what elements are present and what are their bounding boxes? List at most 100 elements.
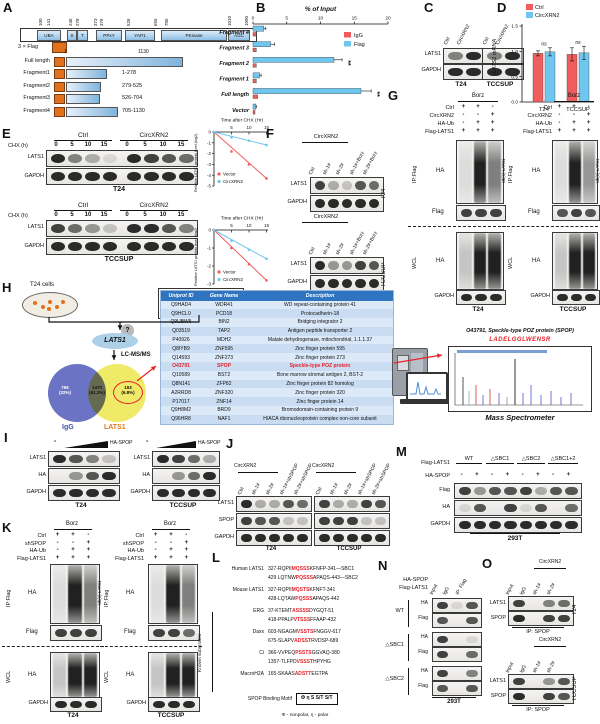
blot-band — [519, 503, 532, 513]
table-cell: Q8N141 — [171, 381, 191, 388]
condition-values: + + - — [148, 532, 194, 539]
cell-line-overline — [432, 697, 476, 698]
blot-row-label: HA — [126, 672, 135, 678]
blot-SPOP — [314, 513, 390, 529]
blot-band — [179, 172, 194, 181]
blot-band — [240, 533, 252, 543]
cell-line-label: T24 — [265, 546, 277, 552]
blot-band — [67, 242, 83, 251]
blot-band — [374, 516, 386, 526]
table-row: Q14593 ZNF273 Zinc finger protein 273 — [161, 353, 393, 363]
blot-band — [550, 520, 563, 530]
condition-values: - + + — [552, 120, 596, 127]
blot-band — [85, 154, 100, 163]
blot-band — [465, 601, 478, 610]
condition-value: - — [558, 112, 561, 118]
table-cell: ZNF320 — [214, 389, 234, 396]
condition-value: + — [86, 547, 91, 553]
blot-band — [54, 700, 67, 709]
sequence-line: 418-PPALPVTSSSFFAAP-432 — [268, 617, 337, 623]
ub-lats1-label: Ub(n)-LATS1 — [595, 158, 600, 184]
table-cell: ZNF14 — [216, 398, 232, 405]
smear-lane — [569, 233, 581, 289]
ip-spop-label: IP: SPOP — [526, 707, 550, 713]
blot-band — [52, 488, 66, 498]
blot-LATS1 — [310, 177, 384, 194]
blot-band — [183, 628, 196, 638]
table-row: P40926 MDH2 Malate dehydrogenase, mitochon… — [161, 335, 393, 345]
table-cell: O43791 — [172, 363, 190, 370]
ha-spop-label: HA-SPOP — [198, 440, 221, 446]
condition-value: - — [56, 547, 59, 553]
blot-band — [374, 499, 386, 509]
blot-HA — [432, 598, 482, 613]
svg-text:Fragment 3: Fragment 3 — [219, 45, 249, 51]
condition-value: + — [169, 554, 173, 561]
condition-values: - + + — [456, 120, 500, 127]
blot-LATS1 — [46, 150, 198, 167]
flag-tag-label: 3 × Flag — [18, 44, 39, 50]
borz-overline — [458, 101, 498, 102]
blot-band — [465, 669, 478, 678]
condition-value: + — [86, 554, 91, 561]
blot-LATS1 — [314, 496, 390, 512]
blot-band — [187, 488, 200, 498]
venn-count: 1470 (61.2%) — [86, 385, 108, 395]
blot-band — [436, 669, 449, 678]
lane-label: CircXRN2 — [455, 23, 472, 46]
blot-row-label: GAPDH — [214, 534, 234, 540]
domain-YAP1: YAP1 — [125, 29, 155, 41]
blot-row-label: LATS1 — [489, 600, 506, 606]
blot-HA-ub-smear — [50, 564, 100, 624]
blot-band — [126, 242, 142, 251]
table-cell: Protocadherin-18 — [300, 310, 340, 317]
blot-SPOP — [236, 513, 312, 529]
condition-value: + — [55, 554, 60, 561]
domain-UBA: UBA — [37, 29, 61, 41]
blot-band — [161, 172, 177, 181]
panel-label-L: L — [212, 550, 220, 565]
blot-GAPDH — [236, 530, 312, 546]
lane-label: sh-1# — [250, 482, 262, 496]
blot-band — [341, 199, 353, 208]
condition-value: - — [587, 104, 590, 110]
table-cell: Q9HCL0 — [171, 310, 191, 317]
panel-label-K: K — [2, 520, 12, 535]
lane-labels: Input IgG sh-1# sh-2# — [502, 648, 570, 674]
condition-values: - - + — [50, 540, 96, 547]
table-cell: Gene Name — [209, 292, 239, 299]
blot-band — [85, 242, 100, 251]
blot-band — [534, 503, 547, 513]
blot-band — [144, 172, 159, 181]
blot-HA — [432, 666, 482, 681]
table-cell: BRD9 — [217, 407, 231, 414]
blot-band — [119, 246, 126, 247]
condition-label: HA-Ub — [437, 121, 454, 127]
blot-band — [512, 614, 525, 623]
blot-band — [360, 533, 372, 543]
blot-row-label: HA — [28, 672, 37, 678]
condition-value: - — [71, 539, 74, 546]
table-cell: Q03519 — [172, 328, 190, 335]
blot-LATS1 — [236, 496, 312, 512]
construct-range: 279-525 — [122, 82, 143, 89]
blot-band — [368, 261, 380, 270]
blot-HA-wcl-smear — [148, 652, 198, 698]
blot-band — [85, 172, 100, 181]
condition-value: + — [586, 112, 591, 118]
ip-label: IP:Flag — [104, 589, 110, 607]
blot-band — [144, 224, 159, 233]
blot-band — [161, 224, 177, 233]
blot-row-label: Flag — [439, 487, 450, 493]
legend: Ctrl CircXRN2 — [526, 4, 559, 20]
svg-text:Vector: Vector — [223, 172, 236, 177]
blot-band — [458, 520, 471, 530]
blot-row-label: HA — [436, 168, 445, 174]
blot-GAPDH — [152, 485, 220, 501]
blot-band — [557, 677, 570, 686]
spectrum-peaks — [454, 350, 583, 406]
condition-values: + + - — [552, 104, 596, 111]
condition-value: + — [184, 554, 189, 561]
condition-value: + — [490, 128, 495, 134]
blot-band — [318, 499, 330, 509]
